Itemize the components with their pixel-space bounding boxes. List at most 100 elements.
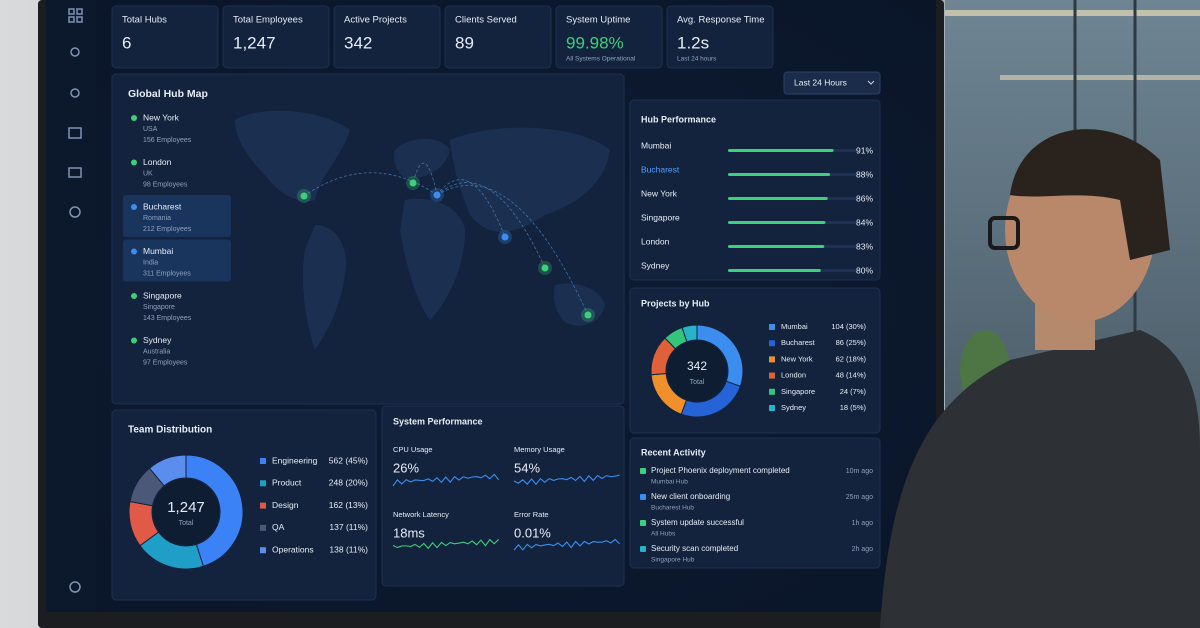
hub-employees: 156 Employees — [143, 137, 192, 144]
person-glasses — [988, 216, 1020, 250]
hub-marker[interactable] — [541, 264, 549, 272]
legend-value: 162 (13%) — [329, 500, 368, 510]
donut-segment — [148, 454, 187, 487]
hub-performance-value: 86% — [856, 193, 873, 203]
donut-center-label: Total — [179, 520, 194, 527]
activity-time: 2h ago — [852, 546, 874, 553]
hub-marker[interactable] — [501, 233, 509, 241]
panel — [629, 99, 881, 281]
hub-performance-name: London — [641, 236, 670, 246]
metric-label: CPU Usage — [393, 445, 433, 454]
nav-dashboard[interactable] — [68, 8, 75, 15]
legend-label: Mumbai — [781, 322, 808, 331]
hub-name[interactable]: Sydney — [143, 335, 172, 345]
connection-arc — [303, 172, 438, 197]
panel — [629, 437, 881, 569]
hub-dot — [131, 293, 137, 299]
legend-label: Singapore — [781, 387, 815, 396]
legend-value: 104 (30%) — [831, 322, 866, 331]
hub-name[interactable]: New York — [143, 112, 180, 122]
continent — [235, 110, 350, 202]
donut-center-value: 342 — [687, 359, 707, 373]
hub-country: USA — [143, 126, 158, 133]
nav-reports[interactable] — [68, 127, 82, 139]
activity-hub: All Hubs — [651, 531, 676, 538]
hub-country: Australia — [143, 348, 170, 355]
activity-icon — [640, 494, 646, 500]
nav-dashboard[interactable] — [76, 16, 83, 23]
hub-marker[interactable] — [409, 179, 417, 187]
projects-title: Projects by Hub — [641, 298, 710, 308]
bar — [728, 197, 828, 200]
legend-swatch — [769, 340, 775, 347]
legend-label: Bucharest — [781, 338, 816, 347]
sparkline — [392, 538, 499, 550]
nav-dashboard[interactable] — [68, 16, 75, 23]
hub-country: India — [143, 259, 158, 266]
continent — [393, 138, 450, 179]
nav-dashboard[interactable] — [76, 8, 83, 15]
dashboard: Total Hubs 6 Total Employees 1,247 Active Pr… — [111, 5, 881, 601]
legend-value: 24 (7%) — [840, 387, 867, 396]
continent — [400, 198, 465, 320]
legend-swatch — [260, 502, 266, 509]
legend-swatch — [260, 480, 266, 487]
legend-swatch — [260, 547, 266, 554]
ceiling-light — [1000, 75, 1200, 80]
panel — [222, 5, 330, 69]
activity-title: New client onboarding — [651, 492, 730, 501]
activity-hub: Singapore Hub — [651, 557, 695, 564]
hub-marker[interactable] — [584, 311, 592, 319]
panel — [555, 5, 663, 69]
nav-profile[interactable] — [70, 47, 80, 57]
kpi-value: 1,247 — [233, 33, 276, 52]
panel — [111, 5, 219, 69]
legend-swatch — [260, 458, 266, 464]
hub-employees: 97 Employees — [143, 359, 188, 366]
legend-label: London — [781, 371, 806, 380]
hub-name[interactable]: Bucharest — [143, 201, 182, 211]
time-filter-label: Last 24 Hours — [794, 77, 847, 87]
donut-center-label: Total — [690, 379, 705, 386]
nav-settings[interactable] — [69, 581, 81, 593]
panel — [333, 5, 441, 69]
legend-label: Operations — [272, 544, 314, 554]
hub-performance-value: 83% — [856, 241, 873, 251]
activity-hub: Mumbai Hub — [651, 479, 688, 486]
legend-value: 62 (18%) — [836, 354, 867, 363]
continent — [553, 283, 605, 326]
metric-value: 26% — [393, 460, 419, 475]
time-filter[interactable] — [783, 71, 881, 95]
nav-messages[interactable] — [68, 167, 82, 178]
activity-hub: Bucharest Hub — [651, 505, 694, 512]
donut-center-value: 1,247 — [167, 499, 205, 516]
metric-value: 0.01% — [514, 525, 551, 540]
panel — [666, 5, 774, 69]
legend-label: Product — [272, 478, 302, 488]
person — [880, 129, 1200, 628]
donut-hole — [667, 341, 727, 401]
hub-name[interactable]: London — [143, 157, 172, 167]
nav-team[interactable] — [70, 88, 80, 98]
continent — [450, 127, 610, 232]
hub-marker[interactable] — [300, 192, 308, 200]
legend-value: 562 (45%) — [329, 455, 368, 465]
legend-swatch — [769, 372, 775, 379]
nav-downloads[interactable] — [69, 206, 81, 218]
hub-name[interactable]: Singapore — [143, 290, 182, 300]
kpi-sub: All Systems Operational — [566, 56, 636, 63]
metric-value: 54% — [514, 460, 540, 475]
hub-performance-name: New York — [641, 188, 678, 198]
hub-marker[interactable] — [433, 191, 441, 199]
hub-dot — [131, 115, 137, 121]
panel — [381, 405, 625, 587]
connection-arc — [436, 185, 589, 316]
kpi-value: 89 — [455, 33, 474, 52]
hub-country: Romania — [143, 215, 171, 222]
hub-name[interactable]: Mumbai — [143, 246, 173, 256]
bar — [728, 173, 831, 176]
hub-performance-value: 84% — [856, 217, 873, 227]
legend-label: Sydney — [781, 403, 806, 412]
person-body — [880, 330, 1200, 628]
